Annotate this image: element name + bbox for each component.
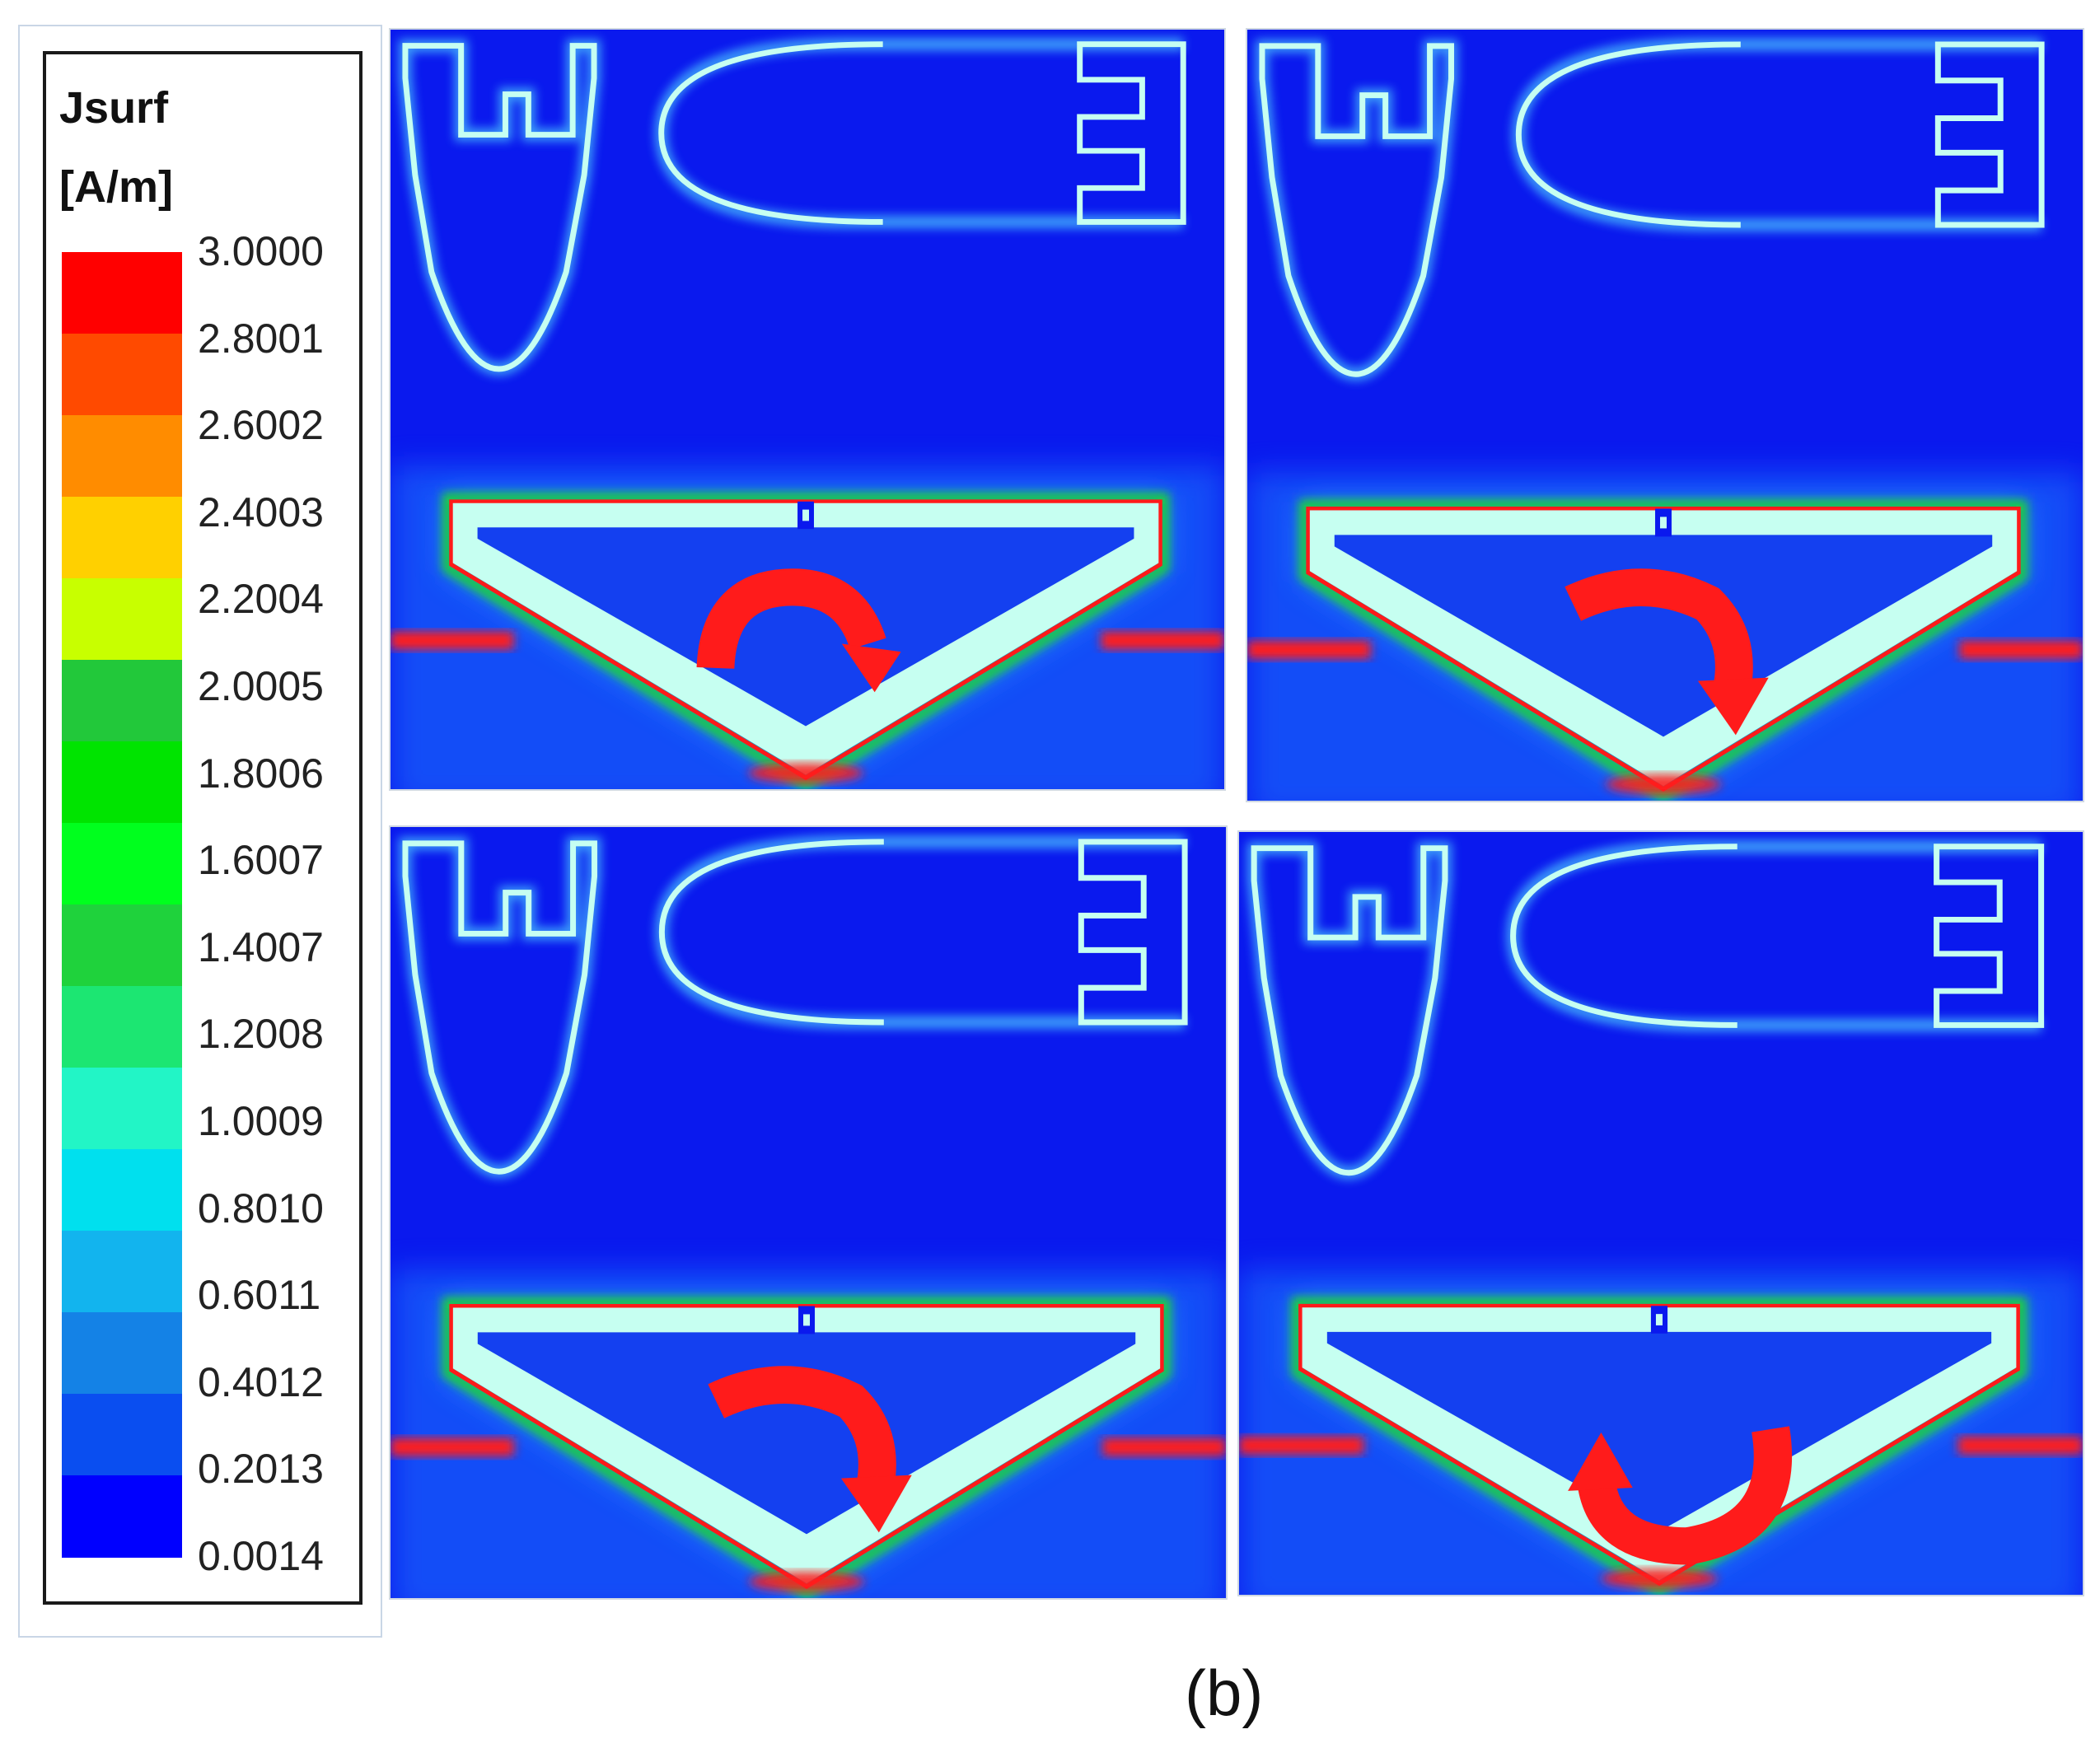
feed-hotspot-left: [1247, 640, 1371, 659]
panel-bottom-left: [389, 825, 1228, 1600]
colorbar-band: [62, 252, 182, 334]
meander-element: [402, 840, 598, 1175]
colorbar-band: [62, 1068, 182, 1150]
parabola-element: [658, 839, 884, 1026]
colorbar-tick-label: 2.4003: [198, 488, 324, 535]
parabola-element: [658, 41, 883, 225]
colorbar-band: [62, 660, 182, 742]
triangle-interior: [1326, 1331, 1992, 1532]
feed-hotspot-right: [1959, 640, 2083, 659]
colorbar-tick-label: 1.4007: [198, 923, 324, 970]
colorbar-tick-label: 2.8001: [198, 315, 324, 362]
colorbar-tick-label: 1.0009: [198, 1098, 324, 1144]
colorbar-band: [62, 1149, 182, 1232]
vertex-hotspot: [1601, 1568, 1718, 1589]
colorbar-tick-label: 0.8010: [198, 1185, 324, 1232]
triangle-warm-edge: [442, 493, 1170, 789]
triangle-hot-edge: [449, 499, 1162, 781]
triangle-hot-edge: [1298, 1303, 2020, 1587]
meander-element: [402, 43, 597, 372]
vertex-hotspot: [749, 1572, 864, 1592]
rotation-arrow: [1568, 1426, 1793, 1565]
colorbar: [62, 252, 182, 1558]
triangle-warm-edge: [442, 1297, 1172, 1598]
triangle-interior: [1334, 535, 1993, 737]
rotation-arrow-head: [840, 1475, 912, 1533]
colorbar-tick-label: 3.0000: [198, 228, 324, 274]
colorbar-tick-label: 1.6007: [198, 837, 324, 884]
e-shaped-element: [1934, 844, 2045, 1028]
panel-top-right: [1246, 28, 2084, 802]
panel-bottom-right: [1237, 830, 2084, 1596]
feed-hotspot-left: [1239, 1436, 1364, 1455]
e-shaped-element: [1078, 839, 1188, 1026]
feed-hotspot-right: [1102, 1437, 1226, 1456]
field-plot: [1239, 832, 2083, 1595]
colorbar-band: [62, 1394, 182, 1476]
parabola-element: [1515, 41, 1741, 228]
colorbar-band: [62, 986, 182, 1068]
colorbar-band: [62, 741, 182, 824]
rotation-arrow-head: [1568, 1432, 1633, 1491]
colorbar-band: [62, 1475, 182, 1558]
rotation-arrow: [696, 568, 901, 693]
meander-element: [1251, 845, 1448, 1176]
colorbar-band: [62, 334, 182, 416]
parabola-element: [1510, 844, 1738, 1028]
triangle-warm-edge: [1298, 499, 2028, 801]
vertex-hotspot: [748, 763, 863, 783]
colorbar-band: [62, 904, 182, 987]
rotation-arrow-arc: [696, 568, 886, 670]
rotation-arrow-arc: [708, 1366, 896, 1487]
feed-hotspot-left: [391, 1437, 514, 1456]
vertex-hotspot: [1606, 774, 1721, 795]
legend-quantity: Jsurf: [59, 83, 169, 133]
triangle-hot-edge: [449, 1304, 1164, 1589]
loop-gap-diode: [803, 1314, 810, 1326]
panel-top-left: [389, 28, 1226, 791]
triangle-interior: [477, 1332, 1136, 1535]
triangle-interior: [477, 527, 1134, 727]
e-shaped-element: [1934, 41, 2045, 228]
field-plot: [1247, 30, 2083, 801]
rotation-arrow: [708, 1366, 912, 1533]
colorbar-tick-label: 1.2008: [198, 1011, 324, 1058]
colorbar-band: [62, 578, 182, 661]
legend-unit: [A/m]: [59, 162, 173, 212]
colorbar-band: [62, 497, 182, 579]
colorbar-tick-label: 0.0014: [198, 1533, 324, 1579]
rotation-arrow-head: [1697, 677, 1769, 736]
colorbar-tick-label: 2.6002: [198, 402, 324, 449]
feed-hotspot-right: [1101, 631, 1224, 650]
colorbar-tick-label: 0.2013: [198, 1446, 324, 1493]
loop-gap-diode: [802, 509, 809, 521]
rotation-arrow: [1564, 568, 1769, 736]
loop-gap-diode: [1660, 516, 1667, 529]
colorbar-tick-label: 0.4012: [198, 1358, 324, 1405]
colorbar-tick-label: 1.8006: [198, 750, 324, 797]
colorbar-band: [62, 1231, 182, 1313]
loop-gap-diode: [1655, 1314, 1663, 1325]
field-plot: [391, 827, 1226, 1598]
feed-hotspot-right: [1957, 1436, 2083, 1455]
colorbar-band: [62, 1312, 182, 1395]
colorbar-tick-label: 2.2004: [198, 576, 324, 623]
colorbar-tick-label: 0.6011: [198, 1272, 321, 1319]
field-plot: [391, 30, 1224, 789]
meander-element: [1259, 43, 1455, 377]
rotation-arrow-arc: [1564, 568, 1753, 689]
colorbar-band: [62, 823, 182, 905]
colorbar-band: [62, 415, 182, 498]
rotation-arrow-arc: [1577, 1426, 1793, 1565]
rotation-arrow-head: [841, 643, 901, 693]
colorbar-tick-label: 2.0005: [198, 663, 324, 709]
triangle-warm-edge: [1291, 1297, 2028, 1595]
e-shaped-element: [1077, 41, 1186, 225]
triangle-hot-edge: [1306, 507, 2021, 792]
figure-caption: (b): [1185, 1657, 1264, 1729]
feed-hotspot-left: [391, 631, 514, 650]
